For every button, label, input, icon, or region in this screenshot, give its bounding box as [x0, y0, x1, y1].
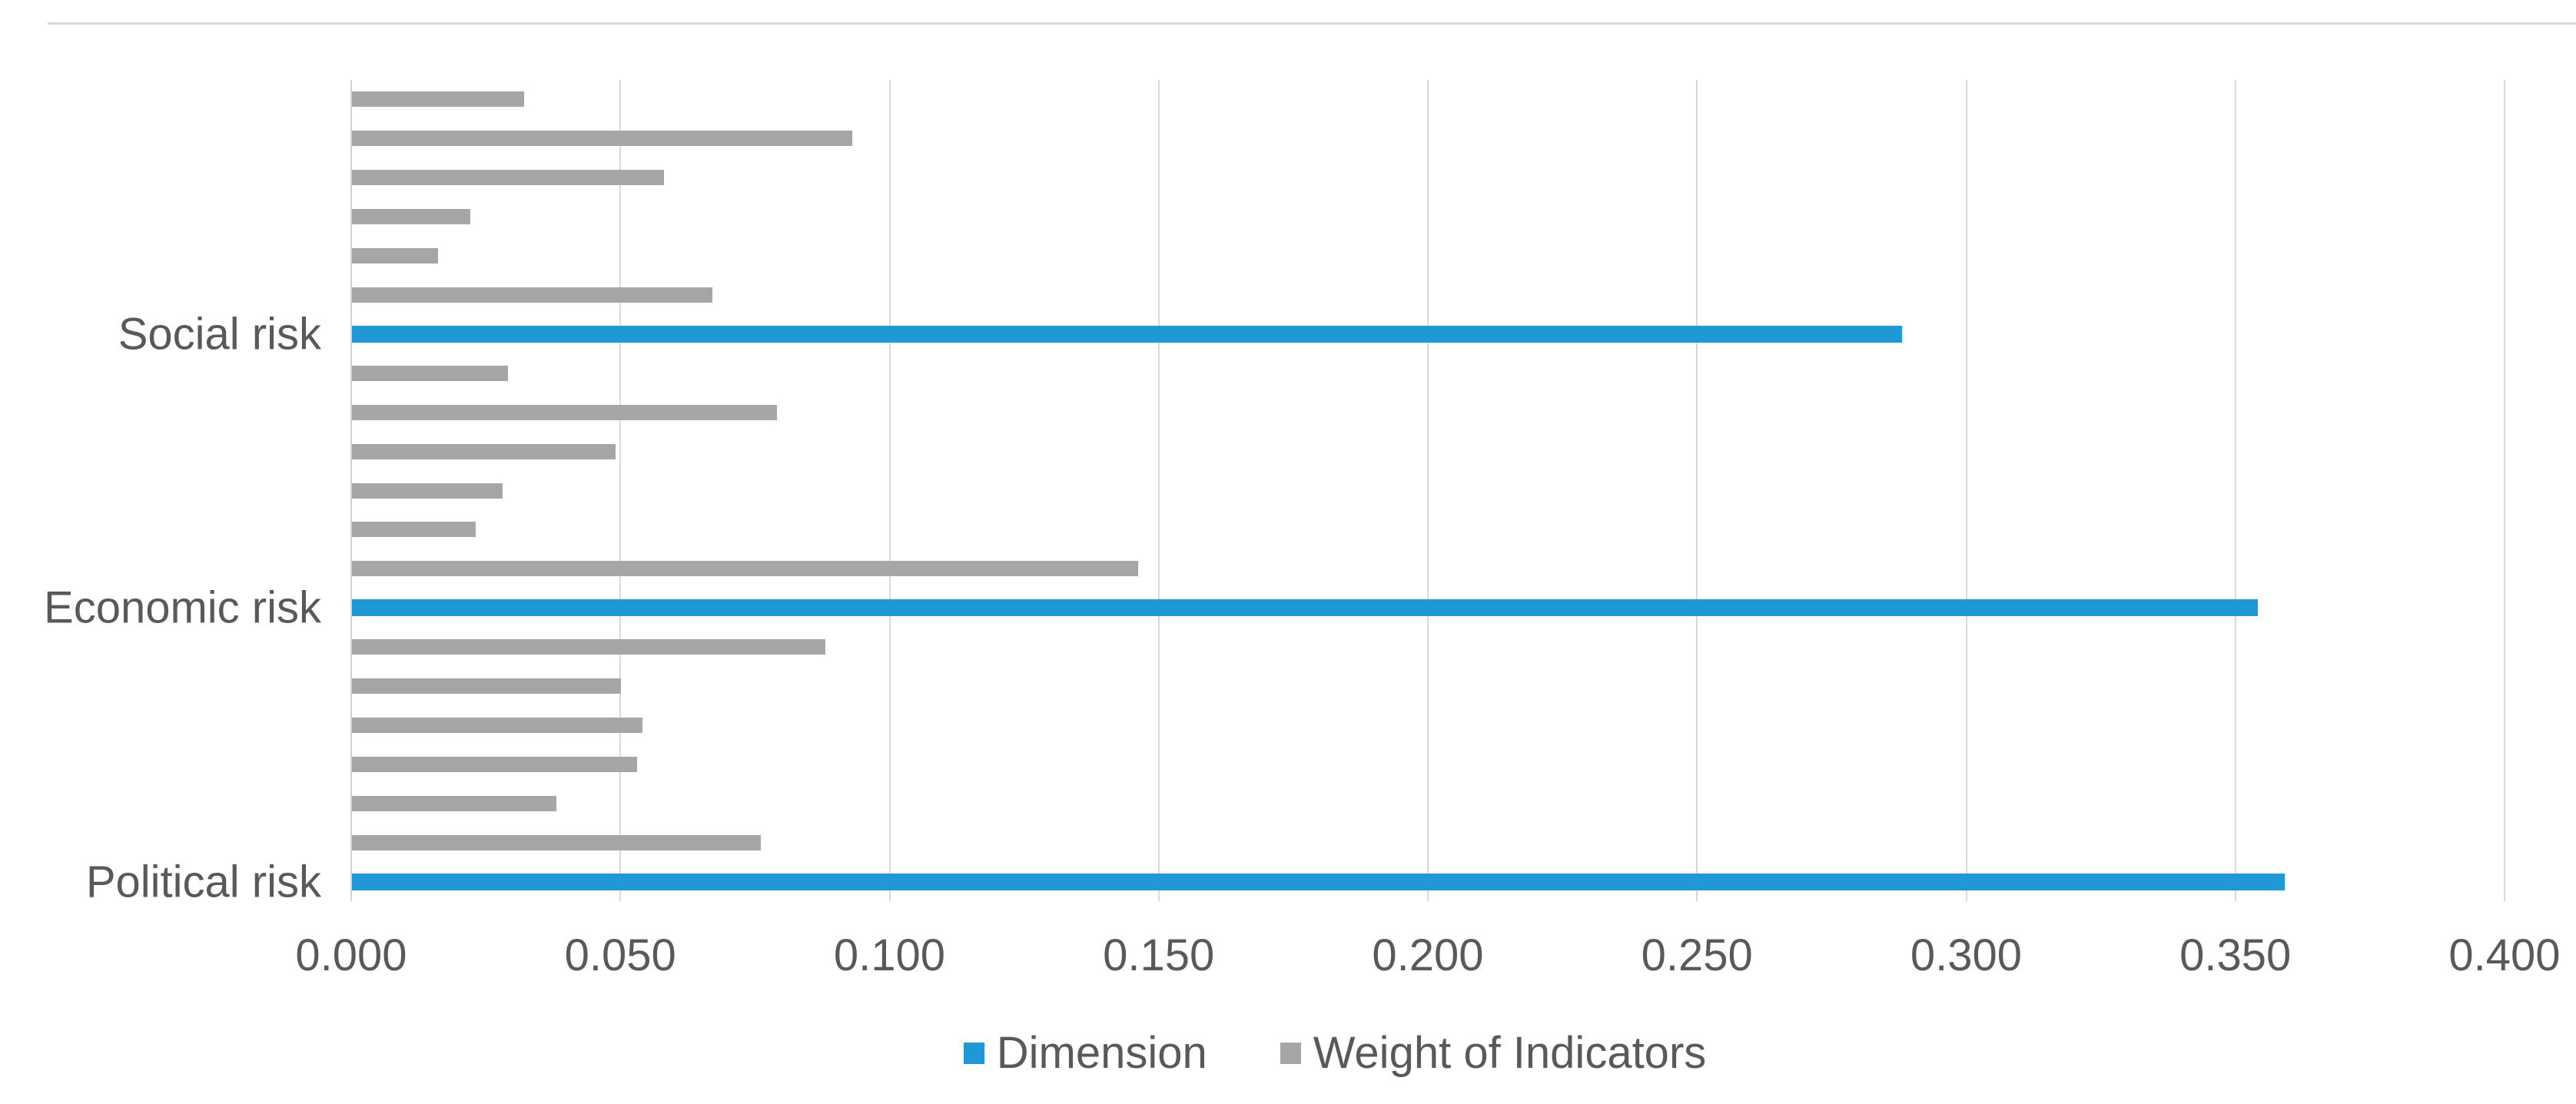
gridline [1696, 80, 1698, 901]
indicator-bar-political-risk [352, 639, 826, 655]
legend-label-dimension: Dimension [996, 1028, 1207, 1078]
x-tick-label: 0.200 [1372, 930, 1484, 980]
legend-label-weight-of-indicators: Weight of Indicators [1313, 1028, 1707, 1078]
x-tick-label: 0.400 [2448, 930, 2561, 980]
indicator-bar-political-risk [352, 795, 557, 811]
indicator-bar-social-risk [352, 248, 439, 264]
gridline [888, 80, 891, 901]
legend-item-dimension: Dimension [963, 1027, 1207, 1079]
gridline [1965, 80, 1967, 901]
x-tick-label: 0.000 [295, 930, 407, 980]
indicator-bar-economic-risk [352, 443, 616, 459]
legend: Dimension Weight of Indicators [47, 1027, 2576, 1079]
indicator-bar-social-risk [352, 131, 853, 147]
gridline [2234, 80, 2236, 901]
indicator-bar-economic-risk [352, 482, 503, 499]
x-tick-label: 0.050 [564, 930, 676, 980]
gridline [619, 80, 622, 901]
dimension-bar-social-risk [352, 325, 1903, 343]
legend-swatch-dimension-icon [963, 1042, 984, 1064]
y-axis-line [350, 80, 352, 901]
indicator-bar-political-risk [352, 678, 622, 695]
legend-swatch-weight-of-indicators-icon [1280, 1042, 1301, 1064]
dimension-bar-political-risk [352, 873, 2285, 890]
gridline [1157, 80, 1160, 901]
legend-item-weight-of-indicators: Weight of Indicators [1280, 1027, 1707, 1079]
gridline [2504, 80, 2505, 901]
indicator-bar-economic-risk [352, 404, 778, 420]
indicator-bar-economic-risk [352, 522, 476, 538]
category-label-social-risk: Social risk [118, 309, 321, 360]
x-tick-label: 0.100 [833, 930, 946, 980]
x-tick-label: 0.150 [1103, 930, 1215, 980]
x-tick-label: 0.300 [1910, 930, 2023, 980]
dimension-bar-economic-risk [352, 599, 2258, 617]
indicator-bar-social-risk [352, 91, 525, 108]
x-tick-label: 0.350 [2179, 930, 2292, 980]
category-label-political-risk: Political risk [85, 857, 321, 907]
top-divider-line [48, 22, 2576, 25]
gridline [1427, 80, 1429, 901]
indicator-bar-social-risk [352, 170, 665, 186]
category-label-economic-risk: Economic risk [44, 582, 321, 633]
indicator-bar-political-risk [352, 834, 762, 850]
indicator-bar-economic-risk [352, 365, 509, 381]
indicator-bar-social-risk [352, 209, 471, 225]
indicator-bar-political-risk [352, 717, 643, 733]
indicator-bar-economic-risk [352, 561, 1138, 577]
x-tick-label: 0.250 [1641, 930, 1753, 980]
indicator-bar-political-risk [352, 756, 638, 772]
indicator-bar-social-risk [352, 287, 713, 303]
